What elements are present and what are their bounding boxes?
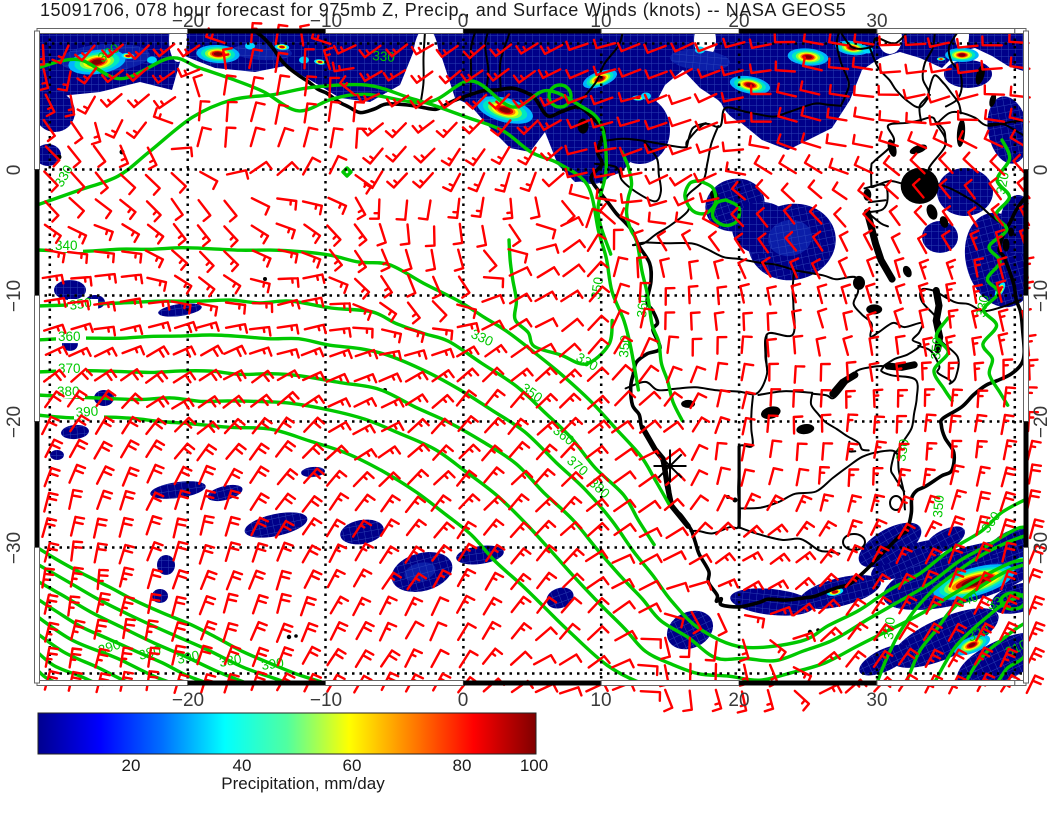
svg-text:−10: −10 <box>1031 280 1052 312</box>
svg-text:−20: −20 <box>172 11 204 32</box>
svg-text:350: 350 <box>930 495 947 519</box>
svg-text:390: 390 <box>260 655 284 673</box>
svg-text:80: 80 <box>453 756 472 775</box>
svg-text:0: 0 <box>458 690 469 711</box>
svg-text:30: 30 <box>866 690 887 711</box>
svg-text:390: 390 <box>96 637 122 658</box>
svg-text:20: 20 <box>728 11 749 32</box>
svg-text:−30: −30 <box>4 532 25 564</box>
svg-text:15091706, 078 hour forecast fo: 15091706, 078 hour forecast for 975mb Z,… <box>40 0 846 20</box>
svg-text:0: 0 <box>4 165 25 176</box>
svg-text:−20: −20 <box>172 690 204 711</box>
svg-text:40: 40 <box>233 756 252 775</box>
svg-text:0: 0 <box>458 11 469 32</box>
svg-text:340: 340 <box>55 238 78 253</box>
svg-text:320: 320 <box>993 171 1012 196</box>
svg-text:−20: −20 <box>1031 406 1052 438</box>
svg-text:−30: −30 <box>1031 532 1052 564</box>
svg-text:10: 10 <box>590 11 611 32</box>
svg-text:360: 360 <box>634 295 651 319</box>
svg-text:370: 370 <box>58 361 81 376</box>
svg-text:30: 30 <box>866 11 887 32</box>
svg-text:0: 0 <box>1031 165 1052 176</box>
svg-text:−10: −10 <box>310 690 342 711</box>
svg-text:Precipitation, mm/day: Precipitation, mm/day <box>221 774 385 793</box>
svg-text:330: 330 <box>973 294 992 319</box>
svg-text:20: 20 <box>122 756 141 775</box>
svg-text:380: 380 <box>218 651 243 670</box>
svg-text:60: 60 <box>343 756 362 775</box>
svg-text:−10: −10 <box>4 280 25 312</box>
svg-text:−10: −10 <box>310 11 342 32</box>
svg-text:20: 20 <box>728 690 749 711</box>
svg-text:100: 100 <box>520 756 548 775</box>
svg-text:−20: −20 <box>4 406 25 438</box>
svg-text:350: 350 <box>68 295 92 313</box>
svg-text:10: 10 <box>590 690 611 711</box>
svg-text:350: 350 <box>928 337 945 361</box>
svg-text:360: 360 <box>58 329 81 344</box>
